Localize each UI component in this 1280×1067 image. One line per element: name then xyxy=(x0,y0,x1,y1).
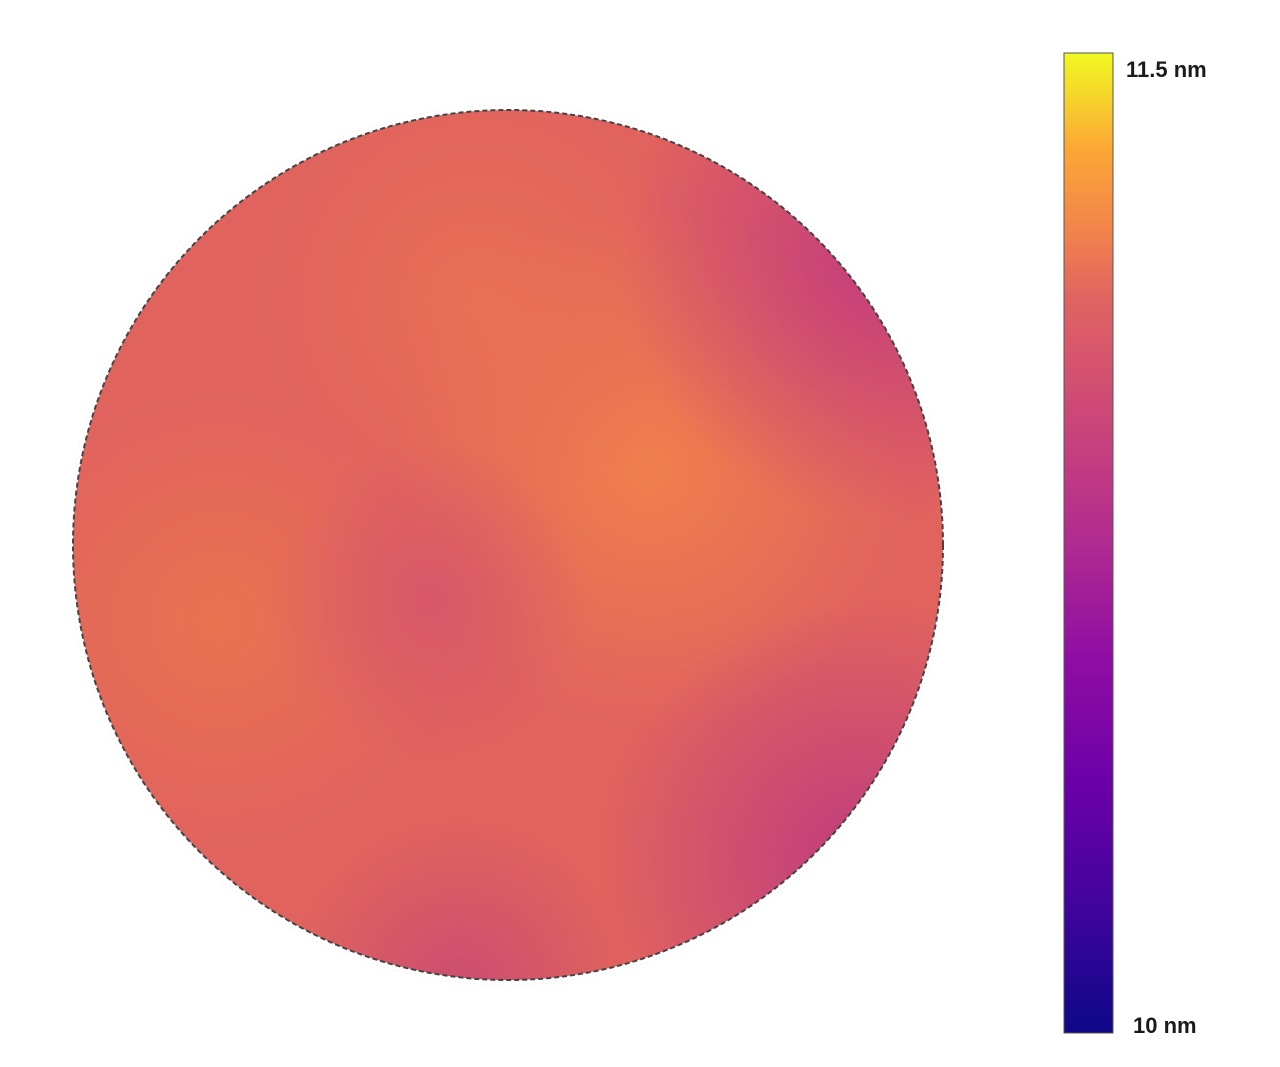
wafer-outline-halo xyxy=(67,104,949,986)
thickness-low-bottom xyxy=(73,110,943,980)
wafer-outline xyxy=(72,109,944,981)
colorbar xyxy=(1063,52,1114,1034)
colorbar-max-label: 11.5 nm xyxy=(1126,57,1207,82)
colorbar-min-label: 10 nm xyxy=(1133,1013,1197,1038)
wafer-map xyxy=(73,110,943,980)
